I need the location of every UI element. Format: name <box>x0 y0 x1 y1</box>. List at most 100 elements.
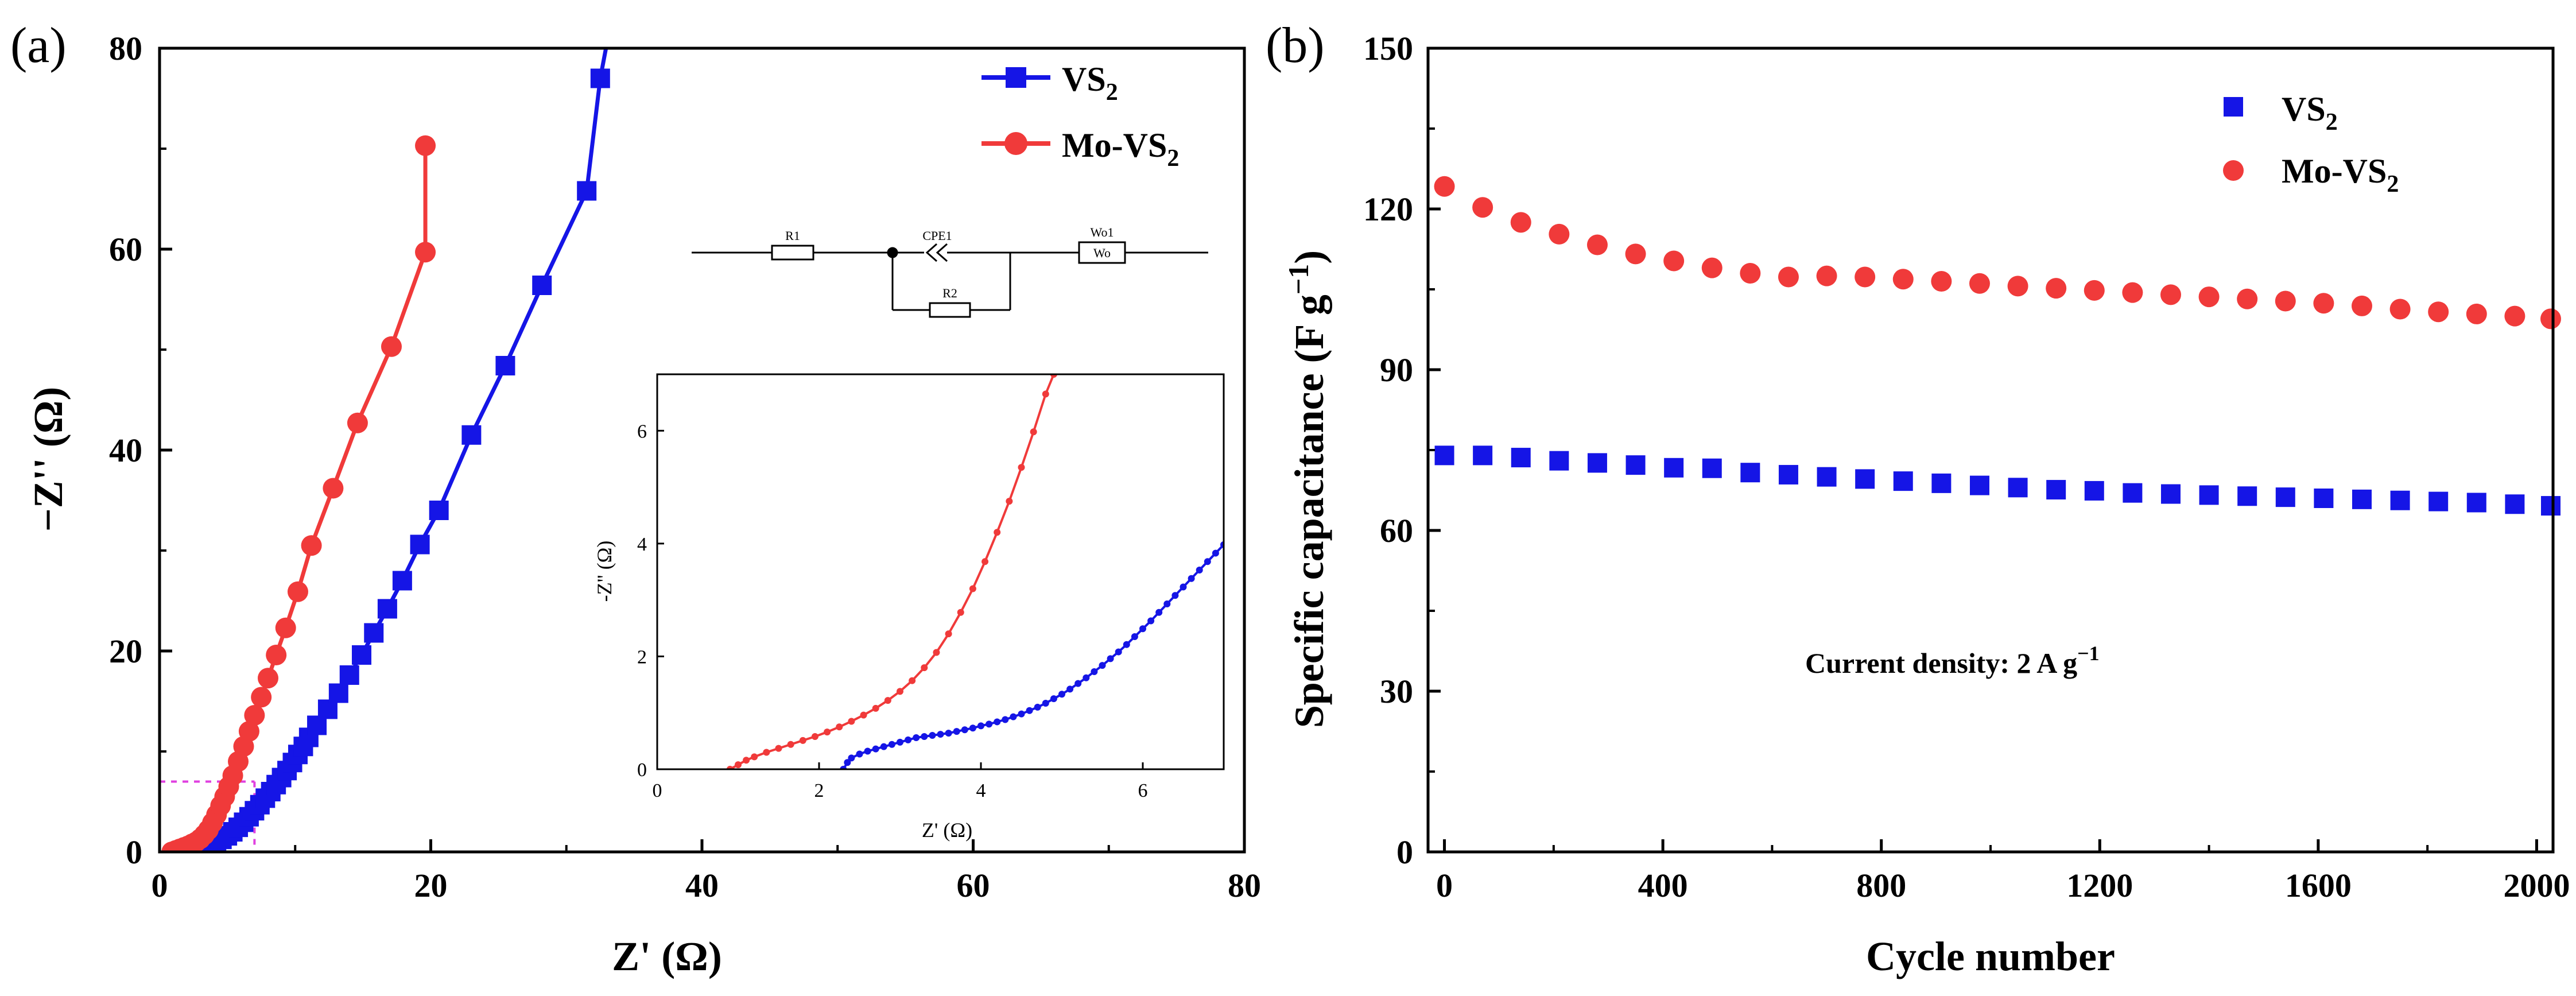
panel-b-point-Mo-VS2 <box>2428 301 2449 323</box>
circuit-wo1-label: Wo1 <box>1090 225 1114 239</box>
inset-point-VS2 <box>1002 716 1009 723</box>
panel-b-point-VS2 <box>2352 489 2372 509</box>
panel-a-point-Mo-VS2 <box>275 617 296 638</box>
panel-b-point-VS2 <box>1625 455 1646 475</box>
inset-point-Mo-VS2 <box>884 697 891 704</box>
inset-point-Mo-VS2 <box>751 753 758 761</box>
panel-b-x-tick-label: 1600 <box>2285 867 2352 904</box>
inset-point-VS2 <box>1042 700 1049 707</box>
inset-point-VS2 <box>961 726 968 734</box>
inset-point-VS2 <box>1155 609 1163 616</box>
inset-point-Mo-VS2 <box>957 609 964 616</box>
inset-point-VS2 <box>1107 655 1114 662</box>
inset-background <box>657 374 1224 769</box>
inset-point-VS2 <box>864 747 871 755</box>
inset-point-Mo-VS2 <box>872 704 879 712</box>
panel-a-point-Mo-VS2 <box>323 478 344 499</box>
inset-point-Mo-VS2 <box>743 757 750 764</box>
panel-b-point-Mo-VS2 <box>1855 266 1876 288</box>
inset-ticks: 0 2 4 6 0 2 4 6 <box>637 421 1148 801</box>
panel-b-point-VS2 <box>1587 453 1607 473</box>
panel-b-point-Mo-VS2 <box>1740 263 1761 284</box>
inset-point-VS2 <box>986 720 993 728</box>
panel-b-point-VS2 <box>2046 480 2066 500</box>
panel-a-point-VS2 <box>339 665 359 685</box>
panel-b-x-tick-label: 400 <box>1638 867 1688 904</box>
panel-a-point-VS2 <box>364 623 384 643</box>
panel-b-point-VS2 <box>1931 473 1952 493</box>
inset-point-Mo-VS2 <box>775 745 782 752</box>
inset-point-VS2 <box>880 743 887 750</box>
legend-b-movs2-sub: 2 <box>2387 171 2399 197</box>
panel-b-y-tick-label: 0 <box>1396 834 1413 871</box>
inset-point-Mo-VS2 <box>1006 498 1013 505</box>
inset-point-Mo-VS2 <box>848 718 855 725</box>
inset-point-Mo-VS2 <box>933 649 940 656</box>
current-density-annotation: Current density: 2 A g−1 <box>1805 642 2100 679</box>
panel-a-point-VS2 <box>532 276 552 295</box>
legend-b-vs2-sub: 2 <box>2326 109 2338 135</box>
panel-b-point-VS2 <box>1702 458 1722 478</box>
legend-vs2-marker <box>1006 67 1026 88</box>
circuit-r1-resistor <box>771 245 814 261</box>
panel-b-series-VS2 <box>1434 445 2561 516</box>
legend-b-vs2-marker <box>2224 97 2243 117</box>
inset-point-VS2 <box>1188 575 1195 582</box>
panel-a-point-Mo-VS2 <box>238 721 259 742</box>
panel-b-point-Mo-VS2 <box>2084 280 2105 301</box>
circuit-r1-label: R1 <box>785 228 800 243</box>
panel-b-point-Mo-VS2 <box>1472 197 1493 218</box>
inset-point-VS2 <box>897 738 903 746</box>
inset-point-VS2 <box>913 734 920 741</box>
inset-point-VS2 <box>1139 625 1146 633</box>
inset-point-Mo-VS2 <box>811 733 818 740</box>
inset-point-VS2 <box>1171 592 1179 599</box>
panel-b-label: (b) <box>1266 18 1325 73</box>
panel-b-point-Mo-VS2 <box>1434 176 1455 197</box>
circuit-r2-resistor <box>929 302 971 318</box>
panel-a-series-VS2 <box>181 48 610 852</box>
circuit-cpe-right-plate <box>936 243 948 262</box>
inset-point-VS2 <box>953 728 960 735</box>
panel-a-point-Mo-VS2 <box>244 705 265 726</box>
circuit-r2-label: R2 <box>942 286 957 300</box>
panel-a-y-tick-label: 80 <box>109 30 142 67</box>
legend-b-vs2-main: VS <box>2282 90 2326 128</box>
panel-b-y-axis-title: Specific capacitance (F g−1) <box>1282 250 1332 728</box>
inset-point-Mo-VS2 <box>799 737 806 744</box>
panel-a-point-Mo-VS2 <box>301 535 322 556</box>
inset-point-Mo-VS2 <box>787 741 794 748</box>
panel-a-label: (a) <box>10 18 67 73</box>
inset-point-Mo-VS2 <box>1042 390 1049 398</box>
panel-b-y-axis-title-close: ) <box>1286 250 1332 264</box>
inset-point-VS2 <box>1163 600 1171 608</box>
inset-series-Mo-VS2 <box>726 374 1057 769</box>
panel-b-x-tick-label: 0 <box>1436 867 1453 904</box>
inset-point-Mo-VS2 <box>1030 428 1037 436</box>
panel-b-y-axis-title-main: Specific capacitance (F g <box>1286 294 1332 728</box>
panel-a-y-axis-title: −Z'' (Ω) <box>25 387 71 532</box>
inset-point-VS2 <box>1026 707 1033 714</box>
panel-b-point-VS2 <box>2541 496 2561 516</box>
inset-point-VS2 <box>1074 680 1082 687</box>
inset-y-axis-title: -Z'' (Ω) <box>593 541 616 602</box>
legend-b-movs2-main: Mo-VS <box>2282 152 2387 190</box>
panel-a-point-VS2 <box>577 181 597 201</box>
inset-point-VS2 <box>994 718 1001 726</box>
panel-b-point-Mo-VS2 <box>1701 257 1722 278</box>
panel-b-legend: VS2 Mo-VS2 <box>2223 90 2399 197</box>
inset-point-VS2 <box>1099 662 1106 669</box>
legend-vs2-sub: 2 <box>1106 79 1118 106</box>
inset-point-VS2 <box>856 750 863 758</box>
panel-b-y-tick-label: 150 <box>1363 30 1413 67</box>
inset-point-VS2 <box>1180 583 1187 591</box>
inset-point-VS2 <box>1115 648 1122 656</box>
legend-movs2-main: Mo-VS <box>1062 126 1167 164</box>
panel-a-x-tick-label: 20 <box>414 867 448 904</box>
legend-b-vs2-label: VS2 <box>2282 90 2338 135</box>
panel-b-point-Mo-VS2 <box>1892 269 1914 290</box>
inset-point-VS2 <box>1131 633 1138 641</box>
panel-a-x-tick-label: 40 <box>685 867 719 904</box>
panel-a-point-VS2 <box>392 571 412 591</box>
panel-b-point-VS2 <box>2466 493 2486 513</box>
